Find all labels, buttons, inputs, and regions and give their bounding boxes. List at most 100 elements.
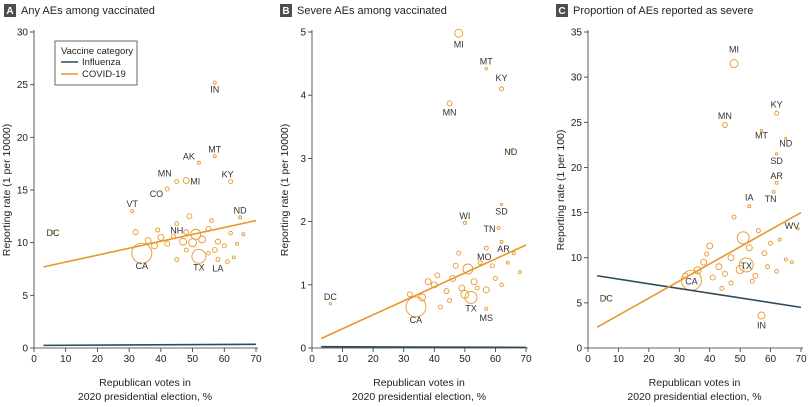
covid-point bbox=[719, 285, 725, 291]
covid-point-sd bbox=[499, 202, 504, 207]
covid-point bbox=[700, 258, 708, 266]
state-label-nd: ND bbox=[779, 139, 792, 149]
state-label-wv: WV bbox=[785, 221, 800, 231]
x-tick-label: 50 bbox=[459, 354, 471, 365]
panel-letter: B bbox=[282, 6, 289, 17]
state-label-ar: AR bbox=[770, 171, 783, 181]
panel-title: Severe AEs among vaccinated bbox=[297, 5, 447, 17]
state-label-mn: MN bbox=[443, 107, 457, 117]
y-axis-label: Reporting rate (1 per 100) bbox=[555, 130, 567, 251]
covid-point bbox=[209, 218, 214, 223]
covid-point-tx bbox=[191, 248, 207, 264]
covid-point bbox=[755, 228, 761, 234]
state-label-in: IN bbox=[757, 320, 766, 330]
state-label-dc: DC bbox=[324, 292, 337, 302]
covid-point bbox=[731, 214, 737, 220]
x-axis-label-line1: Republican votes in bbox=[373, 377, 465, 389]
covid-point-tx bbox=[464, 290, 478, 304]
state-label-tn: TN bbox=[483, 224, 495, 234]
covid-point bbox=[505, 260, 510, 265]
covid-point bbox=[745, 244, 753, 252]
state-label-sd: SD bbox=[495, 207, 508, 217]
covid-point bbox=[765, 264, 770, 270]
panel-title: Any AEs among vaccinated bbox=[21, 5, 155, 17]
panel-letter-box bbox=[280, 4, 292, 17]
covid-point-ms bbox=[484, 306, 489, 311]
state-label-ia: IA bbox=[745, 192, 754, 202]
x-tick-label: 30 bbox=[124, 354, 136, 365]
state-label-ky: KY bbox=[222, 170, 234, 180]
covid-point bbox=[183, 229, 190, 236]
covid-point bbox=[458, 284, 466, 292]
covid-point bbox=[424, 278, 432, 286]
covid-trend-line bbox=[596, 211, 802, 328]
x-tick-label: 0 bbox=[31, 354, 37, 365]
covid-point bbox=[474, 285, 480, 291]
covid-point bbox=[452, 262, 459, 269]
covid-point bbox=[482, 286, 490, 294]
state-label-mt: MT bbox=[480, 57, 493, 67]
covid-point bbox=[517, 270, 522, 275]
covid-trend-line bbox=[43, 219, 257, 268]
y-tick-label: 30 bbox=[571, 73, 583, 84]
x-tick-label: 10 bbox=[613, 354, 625, 365]
covid-point bbox=[186, 213, 193, 220]
state-label-sd: SD bbox=[770, 156, 783, 166]
covid-point bbox=[447, 298, 453, 304]
covid-point bbox=[709, 274, 716, 281]
covid-point-mo bbox=[483, 245, 489, 251]
state-label-vt: VT bbox=[127, 199, 139, 209]
covid-point-dc bbox=[51, 230, 55, 235]
state-label-ca: CA bbox=[685, 276, 698, 286]
x-axis-label-line1: Republican votes in bbox=[99, 377, 191, 389]
covid-point-wv bbox=[796, 227, 800, 231]
state-label-mt: MT bbox=[755, 130, 768, 140]
y-tick-label: 25 bbox=[571, 118, 583, 129]
covid-point-nd bbox=[784, 136, 788, 141]
y-tick-label: 5 bbox=[576, 298, 582, 309]
y-tick-label: 25 bbox=[17, 80, 29, 91]
covid-point bbox=[715, 263, 723, 271]
x-tick-label: 40 bbox=[704, 354, 716, 365]
x-tick-label: 70 bbox=[795, 354, 807, 365]
covid-point bbox=[206, 250, 211, 256]
y-tick-label: 4 bbox=[300, 91, 306, 102]
x-tick-label: 60 bbox=[765, 354, 777, 365]
x-tick-label: 50 bbox=[187, 354, 199, 365]
covid-point bbox=[768, 240, 774, 246]
state-label-mt: MT bbox=[208, 144, 221, 154]
covid-point-ak bbox=[196, 160, 201, 165]
covid-point bbox=[761, 250, 768, 257]
covid-point-ar bbox=[499, 239, 504, 244]
covid-point bbox=[437, 304, 443, 310]
covid-point bbox=[752, 272, 759, 279]
covid-point-mt bbox=[212, 154, 217, 159]
state-label-mn: MN bbox=[158, 169, 172, 179]
covid-point-tn bbox=[496, 225, 501, 230]
state-label-ms: MS bbox=[480, 313, 494, 323]
covid-point bbox=[789, 260, 794, 265]
covid-point-mn bbox=[721, 122, 728, 128]
covid-point bbox=[777, 237, 782, 242]
state-label-nd: ND bbox=[234, 205, 247, 215]
covid-point bbox=[132, 229, 139, 236]
state-label-mi: MI bbox=[454, 39, 464, 49]
covid-point-ky bbox=[228, 179, 234, 185]
covid-point bbox=[188, 238, 198, 248]
state-label-mn: MN bbox=[718, 111, 732, 121]
x-tick-label: 20 bbox=[643, 354, 655, 365]
state-label-tx: TX bbox=[193, 262, 205, 272]
state-label-mi: MI bbox=[190, 177, 200, 187]
x-tick-label: 10 bbox=[337, 354, 349, 365]
y-tick-label: 10 bbox=[17, 238, 29, 249]
influenza-trend-line bbox=[321, 345, 527, 348]
y-axis-label: Reporting rate (1 per 10000) bbox=[1, 124, 13, 257]
state-label-dc: DC bbox=[600, 293, 613, 303]
covid-point-mn bbox=[446, 100, 453, 107]
y-tick-label: 15 bbox=[571, 208, 583, 219]
covid-point bbox=[727, 254, 735, 262]
covid-point bbox=[492, 276, 498, 281]
state-label-mo: MO bbox=[477, 252, 492, 262]
